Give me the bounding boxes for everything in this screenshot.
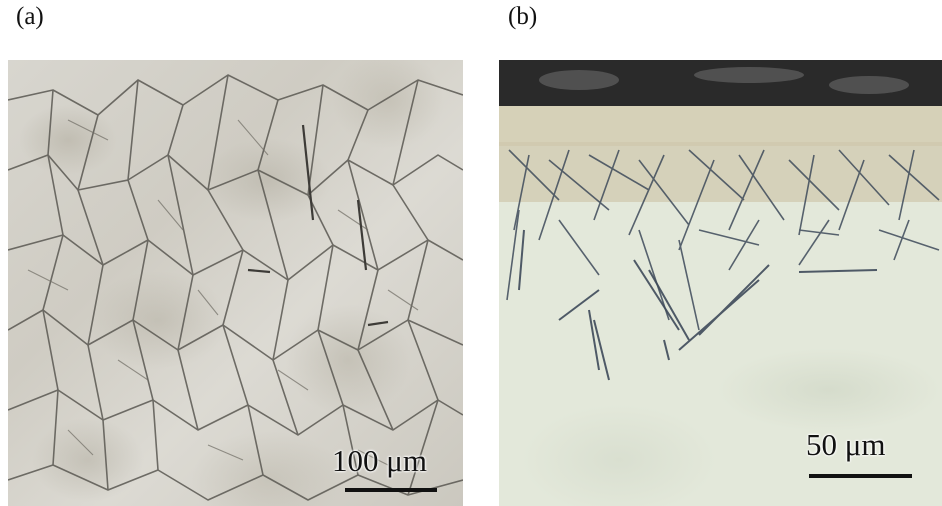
surface-layer xyxy=(499,106,942,146)
scale-bar-label-b: 50 μm xyxy=(806,427,886,462)
scale-bar-a xyxy=(345,488,437,492)
panel-a-label: (a) xyxy=(16,3,44,30)
needle-structure-drawing xyxy=(499,60,942,381)
scale-bar-b xyxy=(809,474,912,478)
micrograph-b: 50 μm xyxy=(499,60,942,506)
panel-b-label: (b) xyxy=(508,3,538,30)
scale-bar-label-a: 100 μm xyxy=(332,443,427,478)
micrograph-a: 100 μm xyxy=(8,60,463,506)
grain-structure-drawing xyxy=(8,74,463,501)
